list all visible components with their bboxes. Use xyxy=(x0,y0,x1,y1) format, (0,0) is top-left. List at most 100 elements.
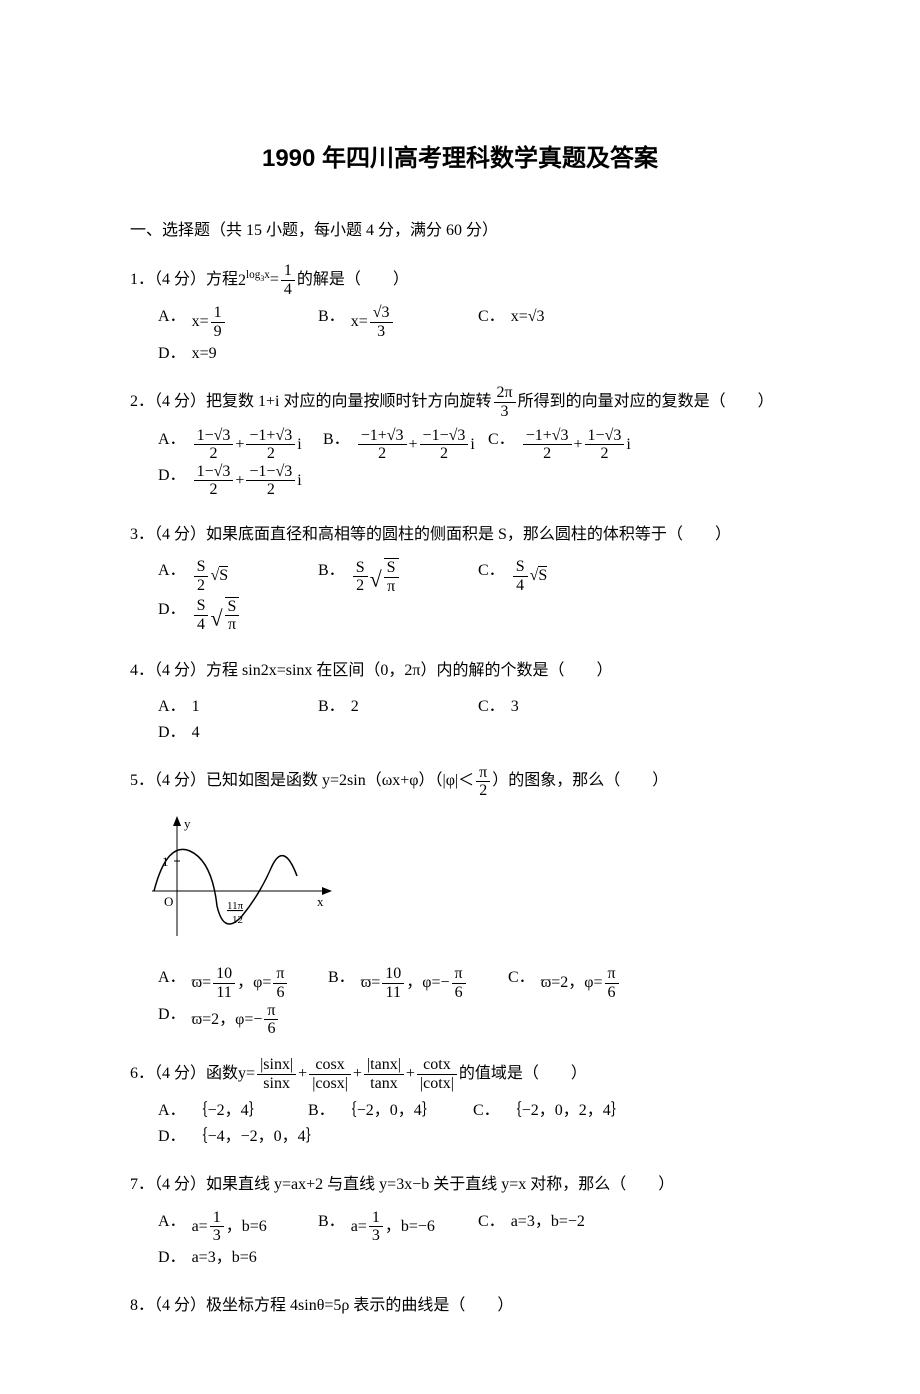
q3-opt-a: A． S2√S xyxy=(158,558,308,596)
q1-opt-b-num: √3 xyxy=(370,304,393,323)
q1-opt-c-label: C． xyxy=(478,304,505,330)
q6-t2n: cosx xyxy=(309,1056,351,1075)
q2c-t2n: 1−√3 xyxy=(585,427,625,446)
q4-opt-c-val: 3 xyxy=(511,694,519,720)
q6-opt-d: D．｛−4，−2，0，4｝ xyxy=(158,1124,322,1150)
origin-label: O xyxy=(164,894,173,909)
q3-opt-c: C． S4√S xyxy=(478,558,628,596)
q2a-t1d: 2 xyxy=(194,445,234,463)
q2b-t2d: 2 xyxy=(420,445,469,463)
q1-opt-a-prefix: x= xyxy=(192,313,209,330)
q3-opt-c-label: C． xyxy=(478,558,505,584)
q3-opt-d: D． S4√Sπ xyxy=(158,597,308,635)
q2b-i: i xyxy=(470,435,474,452)
y-tick-label: 1 xyxy=(162,854,169,869)
q7-opt-a-val: a=13，b=6 xyxy=(192,1209,267,1245)
q2c-t2d: 2 xyxy=(585,445,625,463)
q7-opt-c-label: C． xyxy=(478,1209,505,1235)
q2-blank: （ ） xyxy=(710,393,774,410)
q5-opt-b: B． ϖ=1011，φ=−π6 xyxy=(328,965,498,1001)
q5c-w: ϖ=2， xyxy=(541,974,585,991)
q3b-sqn: S xyxy=(384,559,399,577)
q2c-t1n: −1+√3 xyxy=(523,427,572,446)
q1-opt-a-den: 9 xyxy=(211,323,225,341)
q2b-t1n: −1+√3 xyxy=(358,427,407,446)
q3-opt-a-label: A． xyxy=(158,558,186,584)
q4-stem: 4．（4 分）方程 sin2x=sinx 在区间（0，2π）内的解的个数是（ ） xyxy=(130,653,790,688)
q3c-fd: 4 xyxy=(513,577,528,595)
q3d-fd: 4 xyxy=(194,616,209,634)
q1-opt-d: D． x=9 xyxy=(158,341,308,367)
q5b-wd: 11 xyxy=(382,984,404,1002)
q6-t4: cotx|cotx| xyxy=(417,1056,457,1092)
q6-points: （4 分） xyxy=(154,1065,206,1082)
q2-opt-b-val: −1+√32+−1−√32i xyxy=(356,427,475,463)
q2d-plus: + xyxy=(235,472,244,489)
q1-points: （4 分） xyxy=(154,271,206,288)
question-2: 2．（4 分）把复数 1+i 对应的向量按顺时针方向旋转2π3所得到的向量对应的… xyxy=(130,384,790,499)
q5-opt-a: A． ϖ=1011，φ=π6 xyxy=(158,965,318,1001)
q6-t4d: |cotx| xyxy=(417,1075,457,1093)
q7-opt-b-label: B． xyxy=(318,1209,345,1235)
q1-options: A． x=19 B． x=√33 C． x=√3 D． x=9 xyxy=(158,304,790,366)
q2-points: （4 分） xyxy=(154,393,206,410)
q3d-sqn: S xyxy=(225,598,240,616)
y-arrow-icon xyxy=(173,816,181,826)
q5a-pd: 6 xyxy=(273,984,287,1002)
q5-opt-c-val: ϖ=2，φ=π6 xyxy=(541,965,621,1001)
q5-opt-c: C． ϖ=2，φ=π6 xyxy=(508,965,648,1001)
q7b-ad: 3 xyxy=(369,1227,383,1245)
q7-opt-d-label: D． xyxy=(158,1245,186,1271)
q2-opt-b: B． −1+√32+−1−√32i xyxy=(323,427,478,463)
q2a-t2d: 2 xyxy=(246,445,295,463)
q7-opt-a: A． a=13，b=6 xyxy=(158,1209,308,1245)
q5d-w: ϖ=2， xyxy=(192,1010,236,1027)
q7-opt-d: D．a=3，b=6 xyxy=(158,1245,308,1271)
q8-prefix: 8． xyxy=(130,1297,154,1314)
q7-blank: （ ） xyxy=(610,1176,674,1193)
q6-opt-a-label: A． xyxy=(158,1098,186,1124)
q7a-ad: 3 xyxy=(210,1227,224,1245)
q3a-sqrt: S xyxy=(219,566,228,584)
x-tick-num: 11π xyxy=(227,900,244,912)
q3a-fn: S xyxy=(194,558,209,577)
q5c-pn: π xyxy=(605,965,619,984)
q1-frac: 14 xyxy=(281,262,295,298)
q2-options: A． 1−√32+−1+√32i B． −1+√32+−1−√32i C． −1… xyxy=(158,427,790,499)
q6-opt-a-val: ｛−2，4｝ xyxy=(192,1098,265,1124)
q5a-sep: ， xyxy=(237,974,253,991)
q1-frac-num: 1 xyxy=(281,262,295,281)
q5c-ppre: φ= xyxy=(584,974,602,991)
q4-opt-a: A．1 xyxy=(158,694,308,720)
q7-opt-d-val: a=3，b=6 xyxy=(192,1245,257,1271)
q6-t2: cosx|cosx| xyxy=(309,1056,351,1092)
q2d-t2n: −1−√3 xyxy=(246,463,295,482)
q5b-pn: π xyxy=(452,965,466,984)
q7-opt-b-val: a=13，b=−6 xyxy=(351,1209,435,1245)
q2-opt-d: D． 1−√32+−1−√32i xyxy=(158,463,313,499)
q3d-fn: S xyxy=(194,597,209,616)
q2-opt-d-val: 1−√32+−1−√32i xyxy=(192,463,302,499)
q5-opt-b-label: B． xyxy=(328,965,355,991)
q5-text-a: 已知如图是函数 y=2sin（ωx+φ）（|φ|＜ xyxy=(206,772,474,789)
q5-blank: （ ） xyxy=(604,772,668,789)
q7-points: （4 分） xyxy=(154,1176,206,1193)
q5c-pd: 6 xyxy=(605,984,619,1002)
q2d-i: i xyxy=(297,472,301,489)
q6-t3: |tanx|tanx xyxy=(364,1056,404,1092)
q2-opt-a-label: A． xyxy=(158,427,186,453)
q5-opt-a-label: A． xyxy=(158,965,186,991)
q5a-wpre: ϖ= xyxy=(192,974,212,991)
q6-t1n: |sinx| xyxy=(257,1056,296,1075)
q7-opt-a-label: A． xyxy=(158,1209,186,1235)
q6-t1: |sinx|sinx xyxy=(257,1056,296,1092)
q5-points: （4 分） xyxy=(154,772,206,789)
q5a-wd: 11 xyxy=(213,984,235,1002)
q7-text: 如果直线 y=ax+2 与直线 y=3x−b 关于直线 y=x 对称，那么 xyxy=(206,1176,610,1193)
question-5: 5．（4 分）已知如图是函数 y=2sin（ωx+φ）（|φ|＜π2）的图象，那… xyxy=(130,763,790,1037)
q2a-t1n: 1−√3 xyxy=(194,427,234,446)
q7b-b: ，b=−6 xyxy=(385,1217,435,1234)
q4-options: A．1 B．2 C．3 D．4 xyxy=(158,694,790,745)
q3c-fn: S xyxy=(513,558,528,577)
q2b-t2n: −1−√3 xyxy=(420,427,469,446)
